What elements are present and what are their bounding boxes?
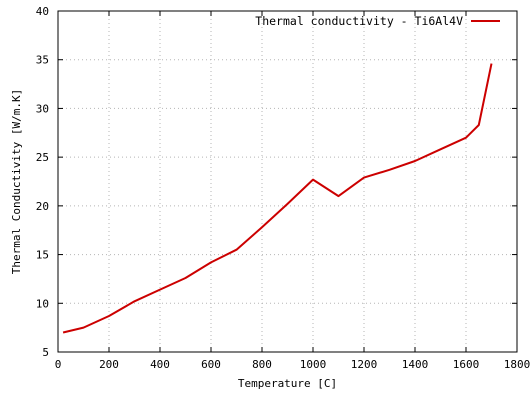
x-tick-label: 1000 — [300, 358, 327, 371]
y-tick-label: 35 — [36, 54, 49, 67]
y-tick-label: 30 — [36, 102, 49, 115]
y-tick-label: 20 — [36, 200, 49, 213]
x-tick-label: 600 — [201, 358, 221, 371]
x-tick-label: 1800 — [504, 358, 530, 371]
legend: Thermal conductivity - Ti6Al4V — [255, 14, 500, 28]
x-axis-title: Temperature [C] — [238, 377, 337, 390]
legend-label: Thermal conductivity - Ti6Al4V — [255, 14, 463, 28]
x-tick-label: 400 — [150, 358, 170, 371]
y-tick-label: 25 — [36, 151, 49, 164]
y-tick-label: 10 — [36, 297, 49, 310]
plot-frame — [57, 10, 518, 353]
y-axis-title: Thermal Conductivity [W/m.K] — [10, 89, 23, 274]
y-tick-label: 5 — [42, 346, 49, 359]
x-tick-label: 1200 — [351, 358, 378, 371]
x-tick-label: 1400 — [402, 358, 429, 371]
grid — [58, 11, 517, 352]
tick-labels: 0 200 400 600 800 1000 1200 1400 1600 1800 5 10 15 20… — [36, 5, 530, 371]
axis-ticks — [57, 10, 518, 353]
series-line — [62, 63, 493, 334]
x-tick-label: 800 — [252, 358, 272, 371]
x-tick-label: 200 — [99, 358, 119, 371]
y-tick-label: 40 — [36, 5, 49, 18]
x-tick-label: 1600 — [453, 358, 480, 371]
x-tick-label: 0 — [55, 358, 62, 371]
y-tick-label: 15 — [36, 249, 49, 262]
series-layer — [62, 63, 493, 334]
